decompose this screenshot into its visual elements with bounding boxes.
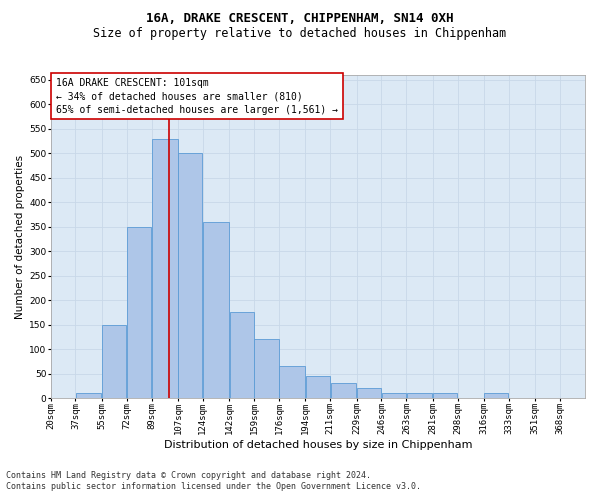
Bar [178,154,202,398]
Bar [306,376,330,398]
Text: 16A, DRAKE CRESCENT, CHIPPENHAM, SN14 0XH: 16A, DRAKE CRESCENT, CHIPPENHAM, SN14 0X… [146,12,454,26]
Bar [331,384,356,398]
Bar [357,388,381,398]
Bar [484,393,508,398]
Bar [203,222,229,398]
Y-axis label: Number of detached properties: Number of detached properties [15,154,25,318]
Bar [382,393,406,398]
Bar [280,366,305,398]
Bar [254,340,278,398]
Bar [407,393,433,398]
Text: Contains public sector information licensed under the Open Government Licence v3: Contains public sector information licen… [6,482,421,491]
X-axis label: Distribution of detached houses by size in Chippenham: Distribution of detached houses by size … [164,440,472,450]
Text: 16A DRAKE CRESCENT: 101sqm
← 34% of detached houses are smaller (810)
65% of sem: 16A DRAKE CRESCENT: 101sqm ← 34% of deta… [56,78,338,114]
Bar [102,324,127,398]
Bar [127,226,151,398]
Bar [433,393,457,398]
Bar [152,138,178,398]
Text: Contains HM Land Registry data © Crown copyright and database right 2024.: Contains HM Land Registry data © Crown c… [6,470,371,480]
Bar [230,312,254,398]
Text: Size of property relative to detached houses in Chippenham: Size of property relative to detached ho… [94,28,506,40]
Bar [76,393,101,398]
